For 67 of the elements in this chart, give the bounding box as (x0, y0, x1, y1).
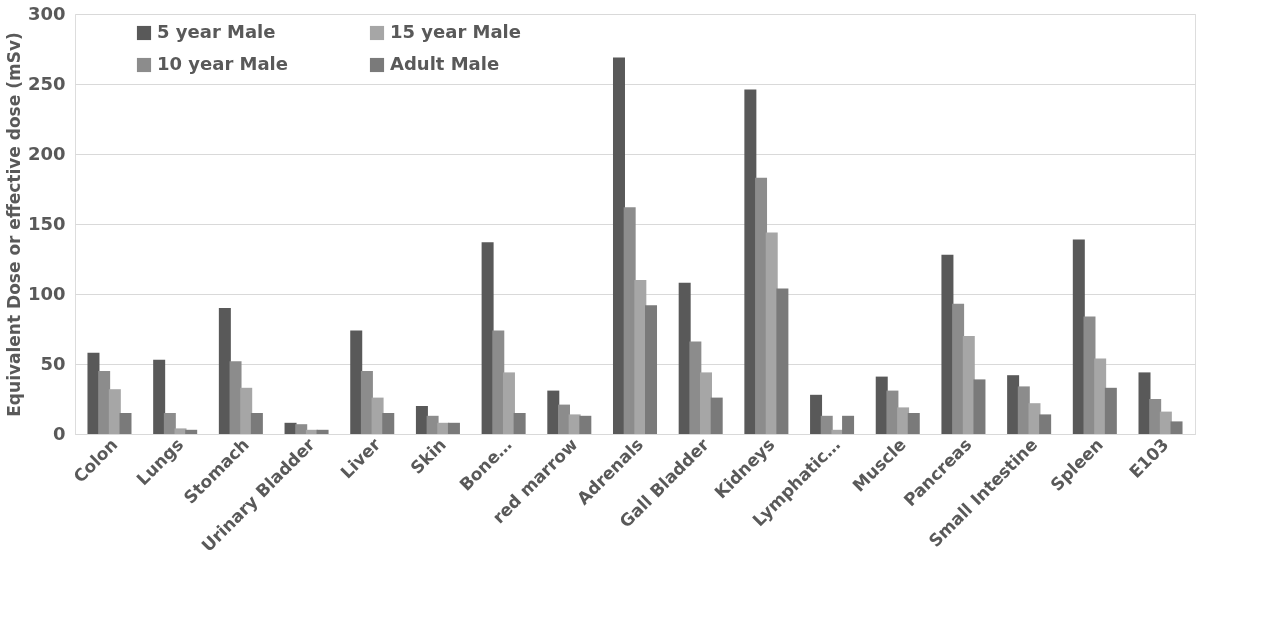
bar (1170, 421, 1183, 434)
bar (1039, 414, 1052, 434)
bar (502, 372, 515, 434)
bar (820, 415, 833, 434)
y-tick-label: 200 (27, 142, 66, 164)
bar (1083, 316, 1096, 434)
y-tick-label: 250 (27, 72, 66, 94)
bar (1094, 358, 1107, 434)
bar (645, 305, 658, 434)
bar (810, 394, 823, 434)
bar (842, 415, 855, 434)
bar (360, 371, 373, 434)
bar (437, 422, 450, 434)
bar (1138, 372, 1151, 434)
bar (492, 330, 505, 434)
bar (153, 359, 166, 434)
y-tick-label: 300 (27, 2, 66, 24)
bar (1028, 403, 1041, 434)
bar (952, 303, 965, 434)
bar (710, 397, 723, 434)
bar (689, 341, 702, 434)
bar (886, 390, 899, 434)
bar (579, 415, 592, 434)
bar (634, 280, 647, 434)
y-tick-label: 0 (52, 422, 66, 444)
bar (316, 429, 329, 434)
bar (557, 404, 570, 434)
legend-label: 5 year Male (157, 21, 276, 42)
bar (700, 372, 713, 434)
bar (119, 413, 132, 434)
bar (350, 330, 363, 434)
bar (897, 407, 910, 434)
bar (907, 413, 920, 434)
bar (941, 254, 954, 434)
bar (108, 389, 121, 434)
y-axis-title: Equivalent Dose or effective dose (mSv) (3, 32, 24, 417)
bar (1007, 375, 1020, 434)
bar (185, 429, 198, 434)
bar (218, 308, 231, 434)
legend-label: 15 year Male (390, 21, 521, 42)
bar (481, 242, 494, 434)
bar (547, 390, 560, 434)
bar (776, 288, 789, 434)
bar (973, 379, 986, 434)
y-tick-label: 50 (40, 352, 66, 374)
bar (1159, 411, 1172, 434)
y-tick-label: 150 (27, 212, 66, 234)
bar (87, 352, 100, 434)
bar (612, 57, 625, 434)
bar (1149, 399, 1162, 434)
bar (382, 413, 395, 434)
y-tick-label: 100 (27, 282, 66, 304)
bar (962, 336, 975, 434)
bar (513, 413, 526, 434)
bar (240, 387, 253, 434)
bar (295, 424, 308, 434)
bar (755, 177, 768, 434)
legend-label: Adult Male (390, 53, 500, 74)
bar (1072, 239, 1085, 434)
bar (1104, 387, 1117, 434)
bar (744, 89, 757, 434)
legend-label: 10 year Male (157, 53, 288, 74)
bar (163, 413, 176, 434)
bar (98, 371, 111, 434)
bar (447, 422, 460, 434)
bar (415, 406, 428, 434)
bar (250, 413, 263, 434)
